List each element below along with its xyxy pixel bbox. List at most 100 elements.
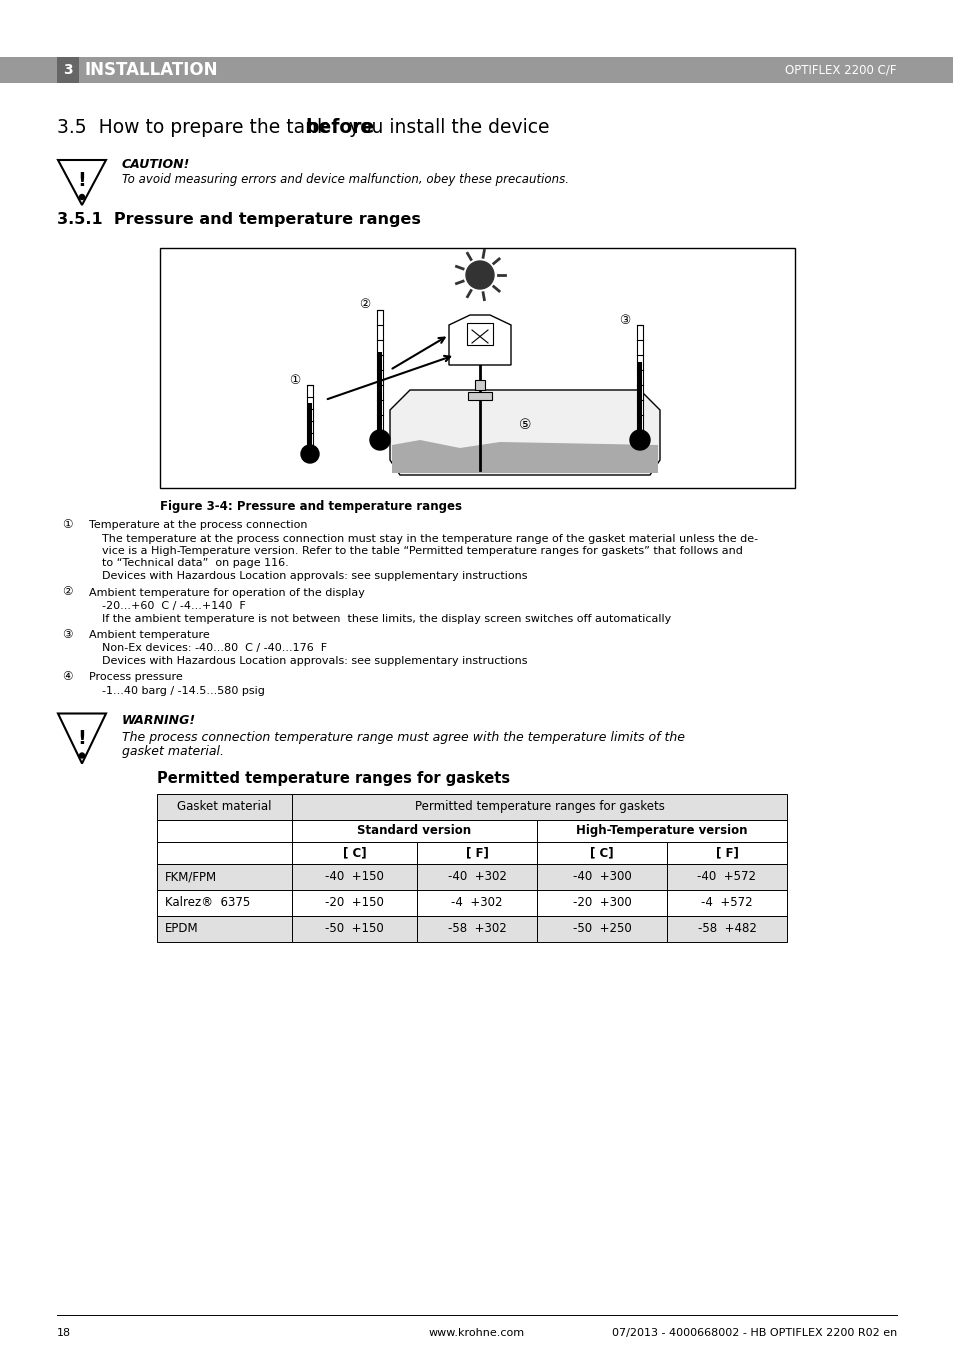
Text: Devices with Hazardous Location approvals: see supplementary instructions: Devices with Hazardous Location approval… — [102, 571, 527, 581]
Bar — [416, 863, 537, 889]
Text: INSTALLATION: INSTALLATION — [85, 61, 218, 78]
Text: Ambient temperature: Ambient temperature — [89, 630, 210, 640]
Text: To avoid measuring errors and device malfunction, obey these precautions.: To avoid measuring errors and device mal… — [122, 173, 568, 186]
Text: [ C]: [ C] — [342, 846, 366, 859]
Text: 07/2013 - 4000668002 - HB OPTIFLEX 2200 R02 en: 07/2013 - 4000668002 - HB OPTIFLEX 2200 … — [611, 1328, 896, 1337]
Text: -40  +572: -40 +572 — [697, 870, 756, 884]
Bar — [377, 353, 382, 430]
Circle shape — [79, 753, 85, 758]
Text: -40  +150: -40 +150 — [325, 870, 383, 884]
Bar — [376, 309, 382, 430]
Text: Kalrez®  6375: Kalrez® 6375 — [165, 896, 250, 909]
Bar — [666, 863, 786, 889]
Text: Permitted temperature ranges for gaskets: Permitted temperature ranges for gaskets — [157, 771, 510, 786]
Text: Figure 3-4: Pressure and temperature ranges: Figure 3-4: Pressure and temperature ran… — [160, 500, 461, 513]
Text: -20...+60  C / -4...+140  F: -20...+60 C / -4...+140 F — [102, 601, 246, 611]
Text: gasket material.: gasket material. — [122, 744, 224, 758]
Text: !: ! — [77, 170, 87, 189]
Text: ①: ① — [62, 517, 72, 531]
Text: to “Technical data”  on page 116.: to “Technical data” on page 116. — [102, 558, 289, 569]
Text: The process connection temperature range must agree with the temperature limits : The process connection temperature range… — [122, 731, 684, 743]
Circle shape — [79, 195, 85, 200]
Bar — [307, 385, 313, 444]
Bar — [292, 889, 416, 916]
Bar — [157, 793, 292, 820]
Text: -40  +302: -40 +302 — [447, 870, 506, 884]
Text: ②: ② — [62, 585, 72, 598]
Text: -4  +572: -4 +572 — [700, 896, 752, 909]
Text: Devices with Hazardous Location approvals: see supplementary instructions: Devices with Hazardous Location approval… — [102, 657, 527, 666]
Text: Standard version: Standard version — [357, 824, 471, 838]
Text: WARNING!: WARNING! — [122, 715, 196, 727]
Text: ③: ③ — [62, 627, 72, 640]
Text: EPDM: EPDM — [165, 921, 198, 935]
Text: -20  +150: -20 +150 — [325, 896, 383, 909]
Polygon shape — [392, 440, 658, 473]
Text: -50  +150: -50 +150 — [325, 921, 383, 935]
Bar — [537, 916, 666, 942]
Text: [ F]: [ F] — [465, 846, 488, 859]
Text: Temperature at the process connection: Temperature at the process connection — [89, 520, 307, 530]
Bar — [537, 889, 666, 916]
Text: ②: ② — [359, 299, 370, 312]
Bar — [467, 323, 493, 345]
Text: Process pressure: Process pressure — [89, 673, 183, 682]
Text: Gasket material: Gasket material — [177, 800, 272, 813]
Text: vice is a High-Temperature version. Refer to the table “Permitted temperature ra: vice is a High-Temperature version. Refe… — [102, 546, 742, 557]
Text: -4  +302: -4 +302 — [451, 896, 502, 909]
Text: -58  +482: -58 +482 — [697, 921, 756, 935]
Bar — [57, 57, 79, 82]
Text: [ C]: [ C] — [590, 846, 613, 859]
Text: [ F]: [ F] — [715, 846, 738, 859]
Text: you install the device: you install the device — [343, 118, 549, 136]
Text: The temperature at the process connection must stay in the temperature range of : The temperature at the process connectio… — [102, 534, 758, 543]
Bar — [292, 916, 416, 942]
Text: High-Temperature version: High-Temperature version — [576, 824, 747, 838]
Bar — [666, 916, 786, 942]
Bar — [157, 842, 292, 863]
Text: If the ambient temperature is not between  these limits, the display screen swit: If the ambient temperature is not betwee… — [102, 613, 671, 624]
Circle shape — [465, 261, 494, 289]
Text: CAUTION!: CAUTION! — [122, 158, 191, 172]
Bar — [416, 889, 537, 916]
Text: before: before — [305, 118, 374, 136]
Text: 3.5  How to prepare the tank: 3.5 How to prepare the tank — [57, 118, 334, 136]
Text: Ambient temperature for operation of the display: Ambient temperature for operation of the… — [89, 588, 364, 597]
Bar — [475, 380, 484, 390]
Bar — [537, 820, 786, 842]
Polygon shape — [58, 159, 106, 205]
Polygon shape — [58, 713, 106, 763]
Text: www.krohne.com: www.krohne.com — [429, 1328, 524, 1337]
Text: FKM/FPM: FKM/FPM — [165, 870, 217, 884]
Text: 18: 18 — [57, 1328, 71, 1337]
Circle shape — [301, 444, 318, 463]
Bar — [160, 249, 794, 488]
Bar — [292, 842, 416, 863]
Circle shape — [370, 430, 390, 450]
Bar — [637, 362, 641, 430]
Text: -58  +302: -58 +302 — [447, 921, 506, 935]
Text: ①: ① — [289, 373, 300, 386]
Bar — [157, 863, 292, 889]
Text: ⑤: ⑤ — [518, 417, 531, 432]
Text: Non-Ex devices: -40...80  C / -40...176  F: Non-Ex devices: -40...80 C / -40...176 F — [102, 643, 327, 654]
Bar — [292, 820, 537, 842]
Polygon shape — [390, 390, 659, 476]
Bar — [537, 842, 666, 863]
Bar — [157, 820, 292, 842]
Text: ③: ③ — [618, 313, 630, 327]
Text: ④: ④ — [62, 670, 72, 684]
Bar — [637, 326, 642, 430]
Text: 3.5.1  Pressure and temperature ranges: 3.5.1 Pressure and temperature ranges — [57, 212, 420, 227]
Bar — [292, 863, 416, 889]
Text: -1...40 barg / -14.5...580 psig: -1...40 barg / -14.5...580 psig — [102, 686, 265, 696]
Bar — [0, 57, 953, 82]
Polygon shape — [449, 315, 511, 365]
Bar — [157, 889, 292, 916]
Text: -20  +300: -20 +300 — [572, 896, 631, 909]
Bar — [307, 403, 313, 444]
Bar — [468, 392, 492, 400]
Text: !: ! — [77, 730, 87, 748]
Bar — [537, 863, 666, 889]
Text: Permitted temperature ranges for gaskets: Permitted temperature ranges for gaskets — [415, 800, 663, 813]
